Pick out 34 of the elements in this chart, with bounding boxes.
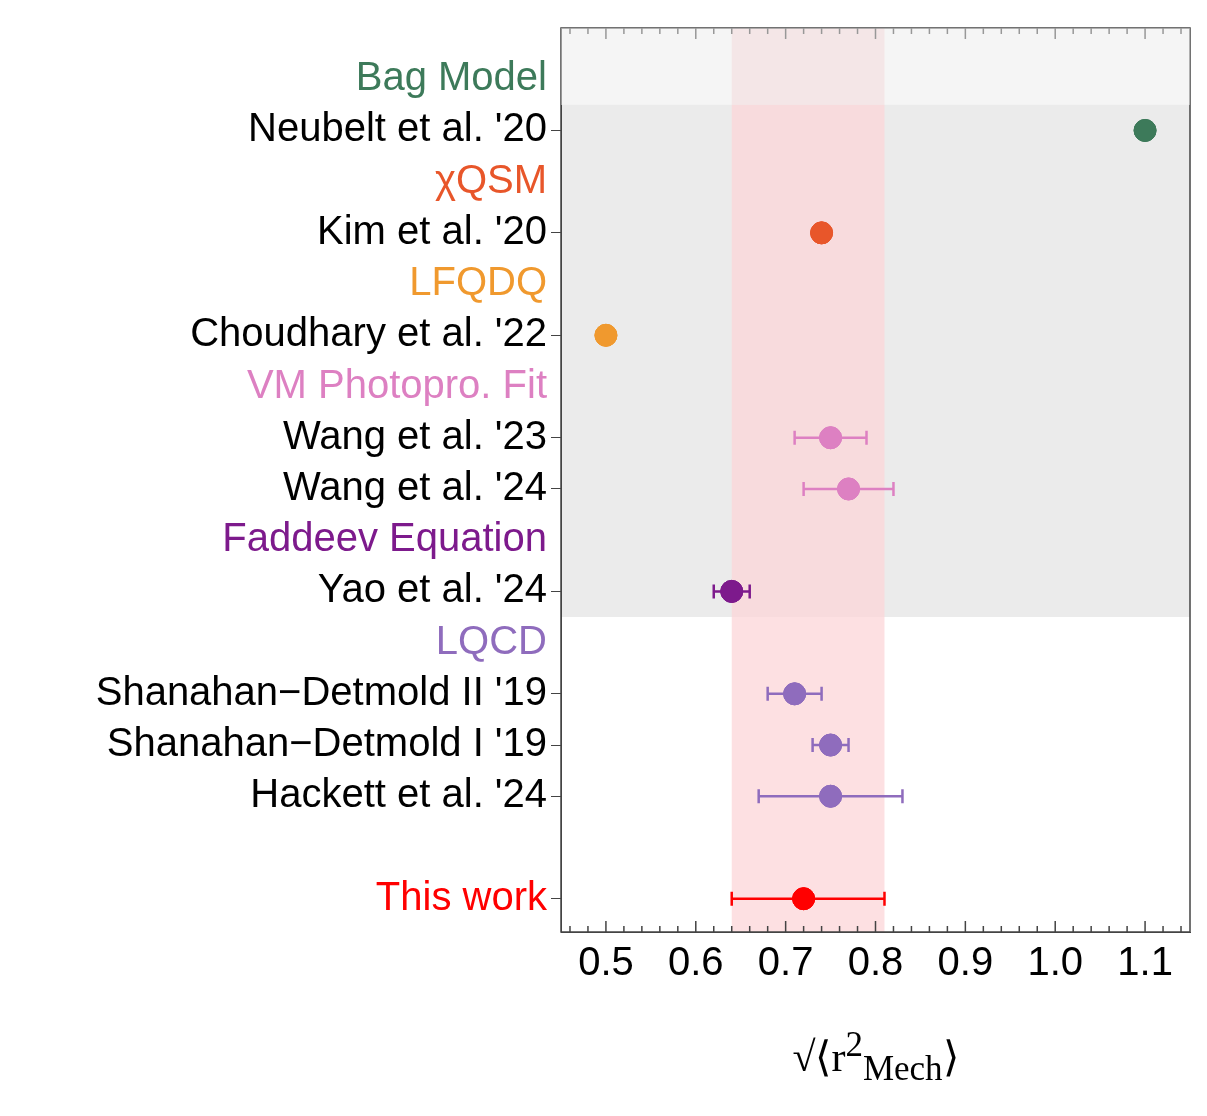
point: [810, 221, 834, 245]
y-tick-label: Shanahan−Detmold I '19: [106, 720, 547, 765]
text: LQCD: [435, 617, 547, 662]
point: [792, 887, 816, 911]
x-tick-label: 0.7: [757, 939, 814, 984]
x-tick-label: 1.1: [1117, 939, 1173, 984]
x-tick-label: 0.8: [847, 939, 904, 984]
x-tick-label: 0.9: [937, 939, 994, 984]
point: [819, 426, 843, 450]
y-tick-label: Neubelt et al. '20: [248, 105, 547, 150]
x-tick-label: 0.5: [578, 939, 634, 984]
text: VM Photopro. Fit: [246, 361, 547, 406]
point: [783, 682, 807, 706]
y-tick-label: Choudhary et al. '22: [190, 310, 547, 355]
point: [594, 323, 618, 347]
point: [819, 784, 843, 808]
text: Faddeev Equation: [222, 515, 547, 560]
y-tick-label: Wang et al. '24: [282, 463, 547, 508]
x-tick-label: 1.0: [1027, 939, 1084, 984]
point: [720, 579, 744, 603]
point: [837, 477, 861, 501]
y-tick-label: Kim et al. '20: [317, 207, 547, 252]
x-tick-label: 0.6: [667, 939, 724, 984]
text: Bag Model: [355, 54, 547, 99]
y-tick-label: Hackett et al. '24: [250, 771, 547, 816]
text: This work: [375, 873, 548, 918]
y-tick-label: Wang et al. '23: [282, 412, 547, 457]
point: [1133, 118, 1157, 142]
y-tick-label: Yao et al. '24: [317, 566, 547, 611]
series-label: LFQDQ: [409, 259, 547, 304]
point: [819, 733, 843, 757]
y-tick-label: Shanahan−Detmold II '19: [95, 668, 547, 713]
text: χQSM: [434, 156, 547, 201]
x-axis-title: √⟨r$^{2}$$_{Mech}$⟩: [791, 1025, 960, 1090]
